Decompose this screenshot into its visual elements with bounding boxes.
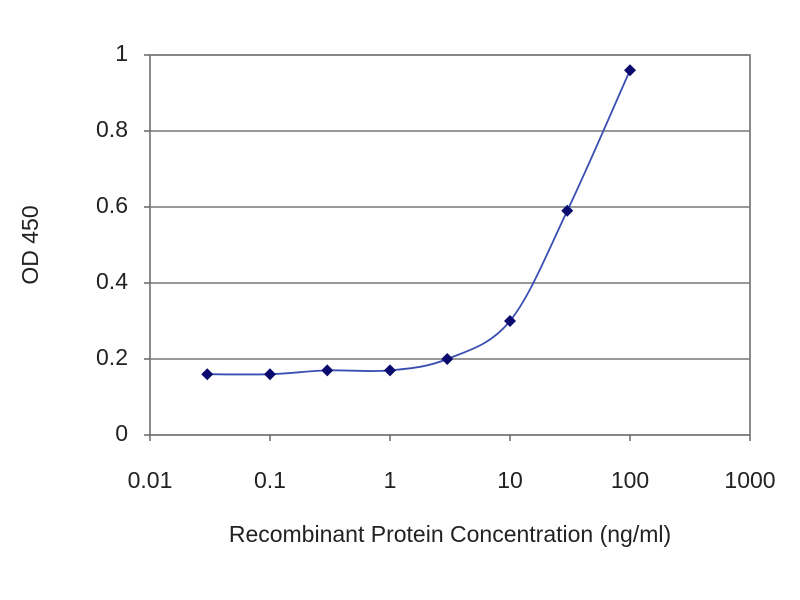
y-tick-label: 0	[115, 420, 128, 446]
x-tick-label: 1000	[724, 467, 775, 493]
data-point	[504, 315, 516, 327]
data-point	[384, 364, 396, 377]
y-tick-label: 0.4	[96, 268, 128, 294]
y-axis-label: OD 450	[17, 205, 43, 284]
data-point	[321, 364, 334, 377]
y-tick-label: 0.2	[96, 344, 128, 370]
y-tick-label: 0.6	[96, 192, 128, 218]
data-point	[561, 204, 574, 217]
x-axis-label: Recombinant Protein Concentration (ng/ml…	[229, 521, 671, 547]
data-point	[201, 368, 214, 381]
x-tick-label: 10	[497, 467, 523, 493]
x-tick-label: 1	[384, 467, 397, 493]
x-tick-label: 0.01	[128, 467, 173, 493]
x-tick-label: 100	[611, 467, 649, 493]
data-point	[624, 64, 636, 77]
y-tick-label: 0.8	[96, 116, 128, 142]
data-point	[264, 368, 276, 381]
data-point	[441, 353, 454, 365]
x-tick-label: 0.1	[254, 467, 286, 493]
plot-area	[149, 54, 751, 436]
y-tick-label: 1	[115, 40, 128, 66]
